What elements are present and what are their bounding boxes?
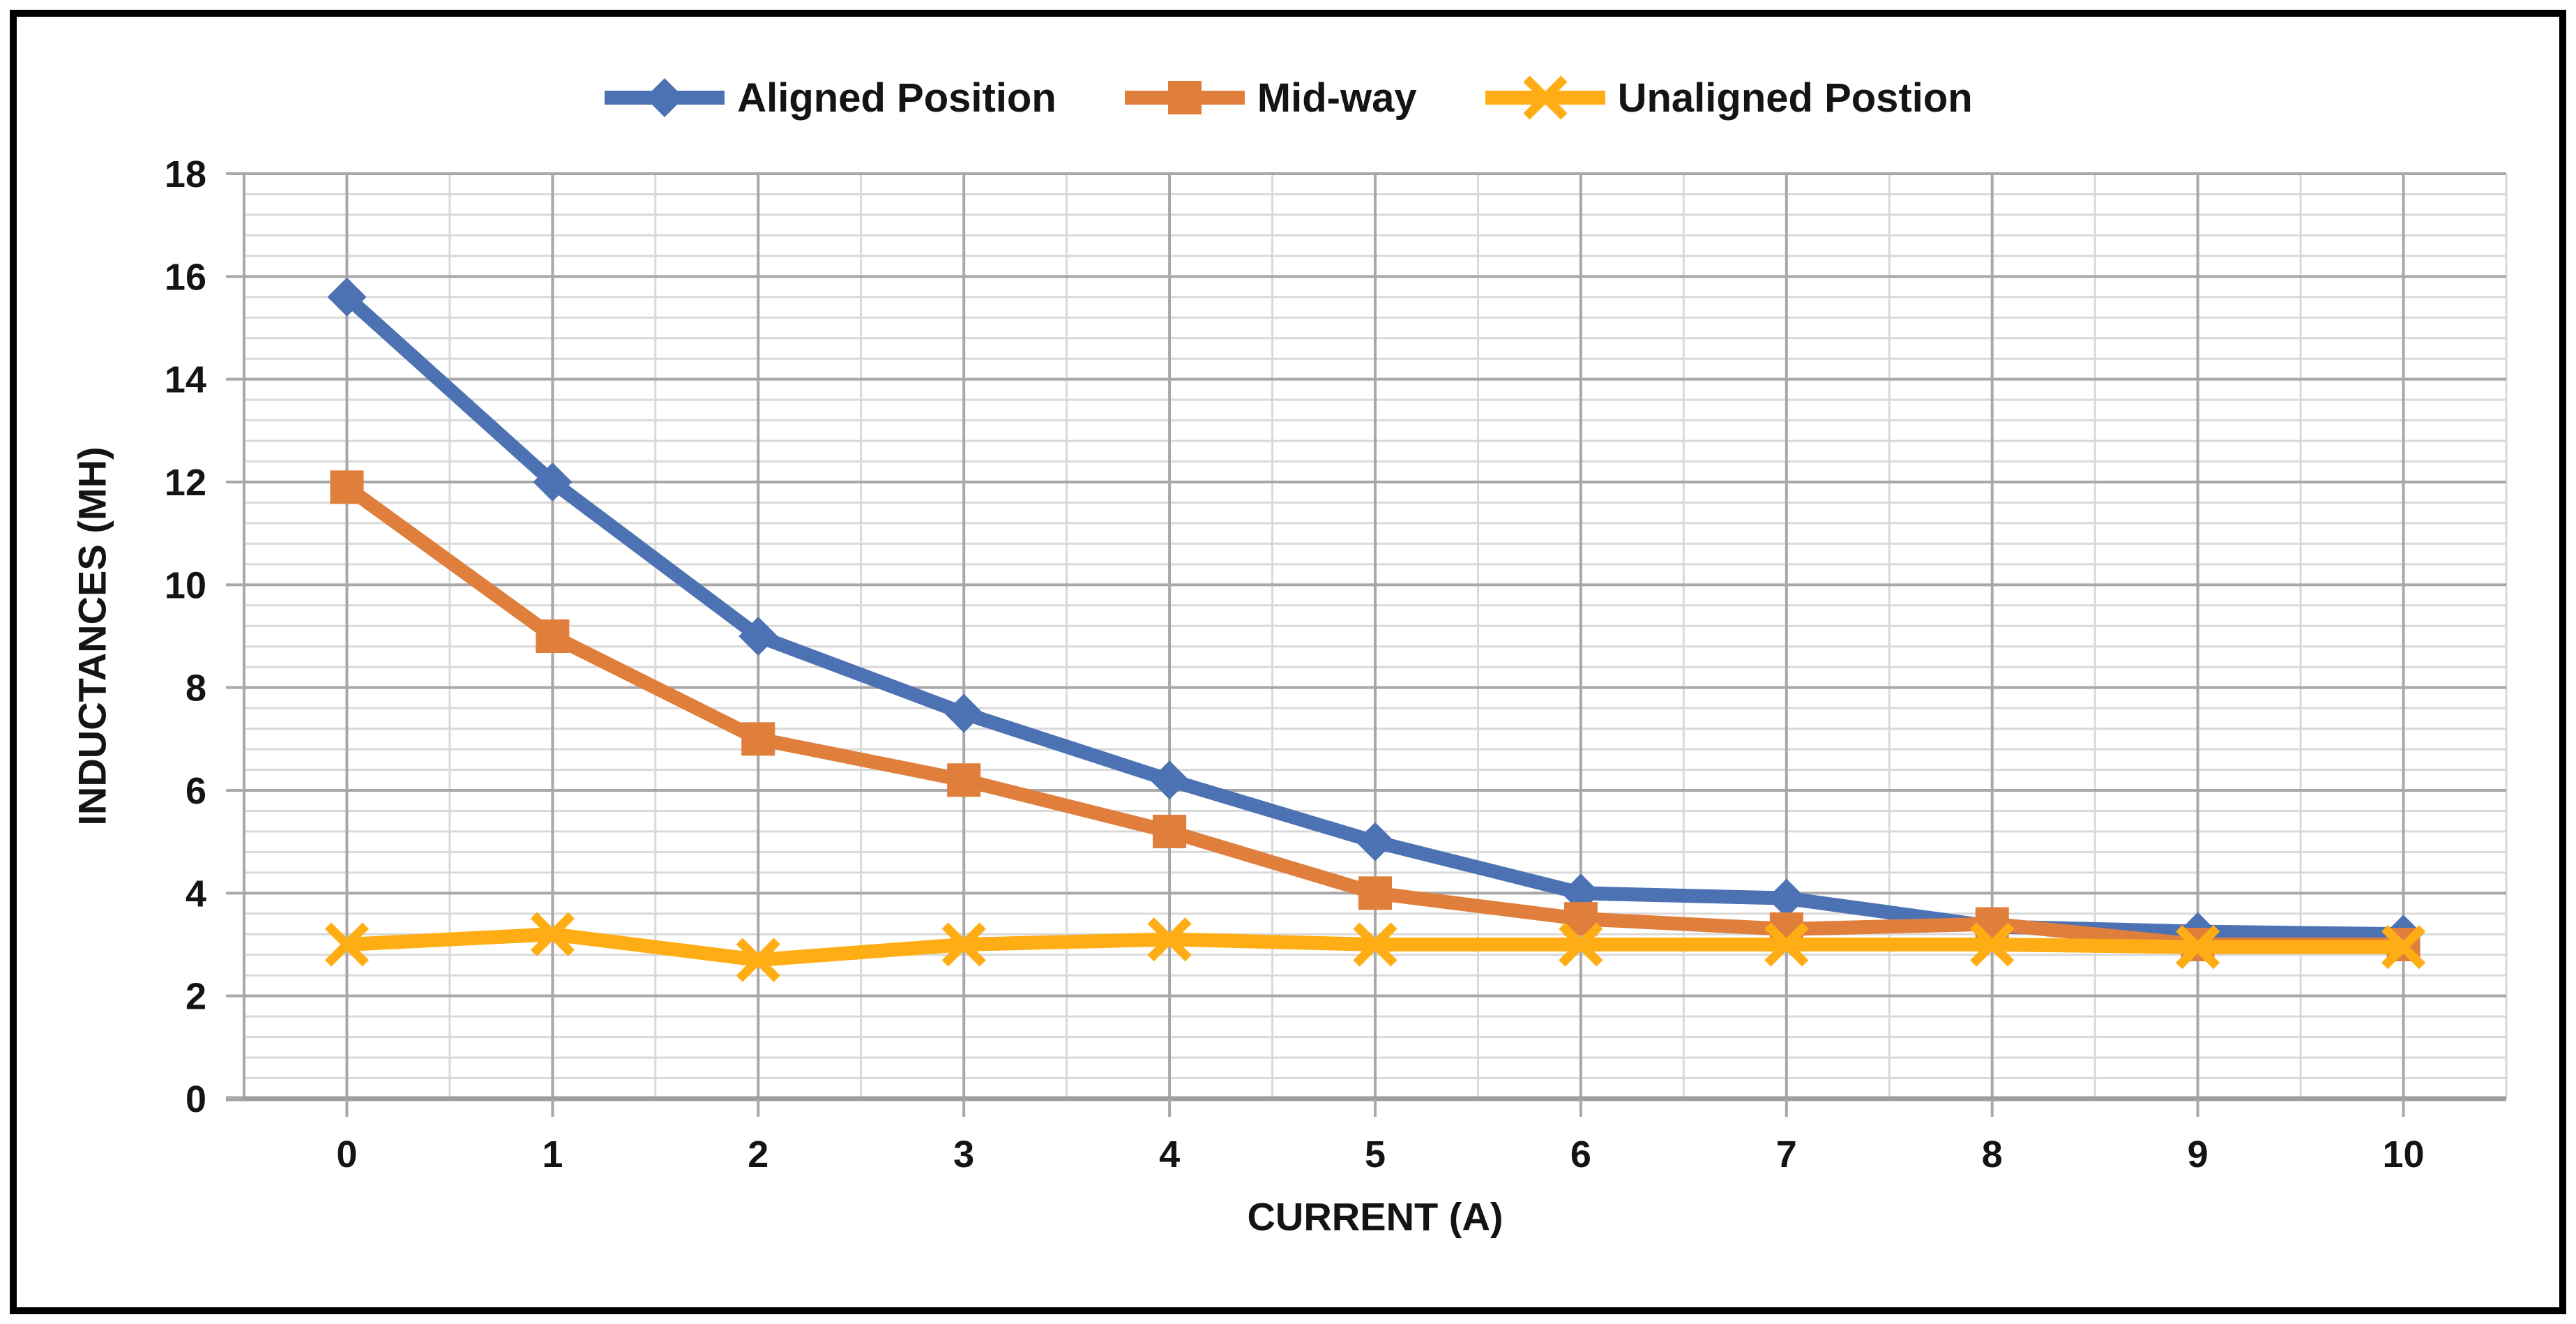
data-point-marker-unaligned-postion [2381, 925, 2426, 970]
data-point-marker-aligned-position [327, 277, 367, 317]
data-point-marker-unaligned-postion [1353, 922, 1397, 967]
legend-marker-square-icon [1124, 81, 1245, 114]
legend-item-unaligned-postion: Unaligned Postion [1484, 64, 1973, 131]
data-point-marker-aligned-position [738, 617, 778, 656]
x-tick-label: 3 [953, 1134, 974, 1175]
x-tick-label: 6 [1570, 1134, 1591, 1175]
y-tick-label: 18 [165, 153, 206, 195]
y-tick-label: 6 [185, 770, 206, 812]
data-point-marker-aligned-position [1356, 822, 1395, 862]
x-tick-label: 4 [1159, 1134, 1180, 1175]
x-tick-label: 1 [542, 1134, 563, 1175]
legend-label: Unaligned Postion [1617, 75, 1973, 121]
data-point-marker-mid-way [1167, 81, 1202, 114]
data-point-marker-unaligned-postion [1523, 75, 1568, 120]
y-tick-label: 8 [185, 668, 206, 709]
y-tick-label: 2 [185, 976, 206, 1018]
data-point-marker-aligned-position [1766, 878, 1806, 918]
data-point-marker-aligned-position [533, 462, 573, 502]
x-tick-label: 2 [748, 1134, 768, 1175]
data-point-marker-unaligned-postion [324, 922, 370, 967]
legend-item-mid-way: Mid-way [1123, 64, 1417, 131]
legend-item-aligned-position: Aligned Position [603, 64, 1056, 131]
y-tick-label: 4 [185, 873, 206, 915]
y-tick-label: 10 [165, 564, 206, 606]
data-point-marker-mid-way [1358, 876, 1392, 910]
x-tick-label: 0 [336, 1134, 357, 1175]
legend-marker-diamond-icon [605, 78, 725, 117]
data-point-marker-unaligned-postion [1559, 922, 1603, 967]
x-tick-label: 7 [1776, 1134, 1797, 1175]
x-axis-title: CURRENT (A) [1247, 1194, 1503, 1239]
data-point-marker-unaligned-postion [2176, 925, 2220, 970]
data-point-marker-mid-way [330, 470, 364, 504]
y-tick-label: 12 [165, 462, 206, 504]
data-point-marker-unaligned-postion [736, 938, 780, 982]
data-point-marker-mid-way [536, 619, 570, 653]
data-point-marker-mid-way [947, 763, 981, 797]
y-tick-label: 14 [165, 359, 206, 401]
data-point-marker-aligned-position [1150, 760, 1190, 800]
chart-legend: Aligned Position Mid-way Unaligned Posti… [0, 64, 2576, 131]
legend-label: Mid-way [1257, 75, 1417, 121]
data-point-marker-mid-way [741, 722, 775, 756]
data-point-marker-unaligned-postion [1147, 917, 1192, 962]
data-point-marker-unaligned-postion [530, 912, 575, 956]
data-point-marker-unaligned-postion [1970, 922, 2015, 967]
y-tick-label: 0 [185, 1078, 206, 1120]
y-tick-label: 16 [165, 256, 206, 298]
data-point-marker-mid-way [1153, 814, 1187, 848]
x-tick-label: 8 [1982, 1134, 2003, 1175]
data-point-marker-unaligned-postion [941, 922, 986, 967]
x-tick-label: 5 [1365, 1134, 1386, 1175]
data-point-marker-aligned-position [645, 78, 685, 117]
legend-marker-x-icon [1485, 75, 1605, 120]
y-axis-title: INDUCTANCES (MH) [70, 446, 114, 826]
x-tick-label: 10 [2383, 1134, 2425, 1175]
x-tick-label: 9 [2188, 1134, 2208, 1175]
data-point-marker-unaligned-postion [1764, 922, 1809, 967]
legend-label: Aligned Position [737, 75, 1056, 121]
data-point-marker-aligned-position [944, 693, 984, 733]
